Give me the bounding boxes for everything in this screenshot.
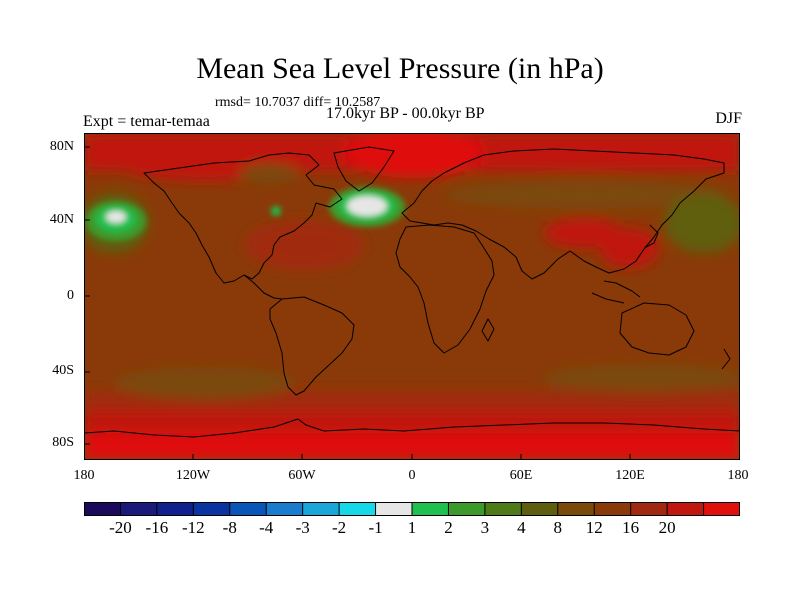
pressure-map bbox=[84, 133, 740, 460]
lat-tick-label: 40N bbox=[49, 212, 74, 227]
colorbar-box bbox=[667, 502, 705, 516]
colorbar-box bbox=[120, 502, 158, 516]
colorbar-tick-label: -4 bbox=[259, 518, 274, 537]
colorbar-tick-label: -16 bbox=[145, 518, 169, 537]
plot-title: Mean Sea Level Pressure (in hPa) bbox=[196, 52, 604, 85]
colorbar-tick-label: 1 bbox=[407, 518, 417, 537]
colorbar-box bbox=[703, 502, 740, 516]
colorbar-box bbox=[630, 502, 668, 516]
colorbar-box bbox=[84, 502, 121, 516]
colorbar-box bbox=[193, 502, 231, 516]
colorbar-tick-label: -20 bbox=[109, 518, 132, 537]
lon-tick-label: 120W bbox=[175, 468, 211, 483]
colorbar-tick-label: -8 bbox=[222, 518, 237, 537]
colorbar-box bbox=[375, 502, 413, 516]
colorbar-tick-label: 20 bbox=[658, 518, 676, 537]
lon-tick-label: 180 bbox=[727, 468, 749, 483]
period-label: 17.0kyr BP - 00.0kyr BP bbox=[326, 105, 485, 122]
lon-tick-label: 60E bbox=[509, 468, 533, 483]
colorbar-box bbox=[521, 502, 559, 516]
colorbar-tick-label: 8 bbox=[553, 518, 563, 537]
lat-tick-label: 80N bbox=[49, 139, 74, 154]
colorbar-border bbox=[84, 502, 740, 516]
colorbar-tick-label: 4 bbox=[517, 518, 526, 537]
lon-tick-label: 180 bbox=[73, 468, 95, 483]
colorbar-box bbox=[594, 502, 632, 516]
colorbar-box bbox=[557, 502, 595, 516]
colorbar-tick-label: 3 bbox=[480, 518, 490, 537]
colorbar-box bbox=[484, 502, 522, 516]
colorbar bbox=[84, 502, 740, 516]
colorbar-tick-label: -2 bbox=[332, 518, 347, 537]
colorbar-box bbox=[302, 502, 340, 516]
pressure-anomalies bbox=[86, 187, 405, 241]
lon-tick-label: 120E bbox=[615, 468, 645, 483]
colorbar-box bbox=[412, 502, 449, 516]
stats-label: rmsd= 10.7037 diff= 10.2587 bbox=[215, 95, 381, 110]
lon-tick-label: 0 bbox=[408, 468, 416, 483]
axis-ticks bbox=[84, 146, 631, 460]
colorbar-box bbox=[339, 502, 377, 516]
colorbar-box bbox=[448, 502, 486, 516]
lat-tick-label: 0 bbox=[67, 288, 74, 303]
colorbar-tick-label: 12 bbox=[585, 518, 603, 537]
lon-tick-label: 60W bbox=[288, 468, 316, 483]
colorbar-tick-label: -3 bbox=[295, 518, 310, 537]
colorbar-box bbox=[266, 502, 304, 516]
lat-tick-label: 40S bbox=[52, 363, 74, 378]
colorbar-box bbox=[229, 502, 267, 516]
colorbar-tick-label: -12 bbox=[181, 518, 205, 537]
season-label: DJF bbox=[715, 110, 742, 127]
colorbar-tick-label: 2 bbox=[444, 518, 453, 537]
colorbar-tick-label: 16 bbox=[622, 518, 640, 537]
lat-tick-label: 80S bbox=[52, 435, 74, 450]
coastlines bbox=[84, 146, 740, 438]
experiment-label: Expt = temar-temaa bbox=[83, 113, 210, 130]
colorbar-box bbox=[156, 502, 194, 516]
colorbar-tick-label: -1 bbox=[368, 518, 383, 537]
